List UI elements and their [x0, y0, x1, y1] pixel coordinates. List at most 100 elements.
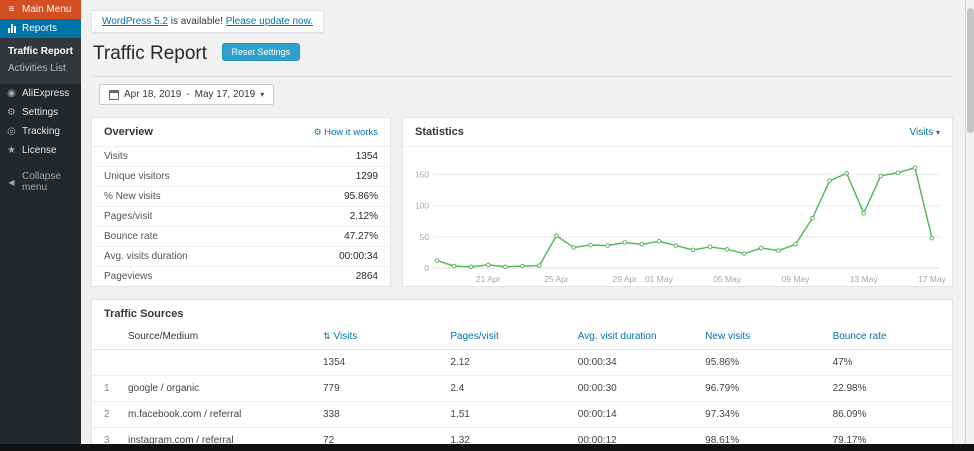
reset-settings-button[interactable]: Reset Settings — [221, 43, 301, 61]
sidebar-subitem-traffic-report[interactable]: Traffic Report — [8, 46, 74, 57]
metric-value: 47.27% — [344, 231, 378, 242]
metric-label: Bounce rate — [104, 231, 158, 242]
sidebar-subitem-activities-list[interactable]: Activities List — [8, 63, 66, 74]
wrench-icon: ⚙ — [7, 107, 16, 118]
date-filter-row: Apr 18, 2019 - May 17, 2019 ▾ — [99, 84, 953, 105]
cell-source — [120, 350, 315, 376]
sidebar-item-license[interactable]: ★ License — [0, 141, 81, 160]
svg-text:09 May: 09 May — [782, 274, 811, 284]
svg-text:01 May: 01 May — [645, 274, 674, 284]
table-row: 3 instagram.com / referral 72 1.32 00:00… — [92, 428, 952, 451]
cell-new-visits: 98.61% — [705, 435, 740, 446]
traffic-sources-header: Traffic Sources — [92, 300, 952, 324]
overview-row: Visits 1354 — [92, 147, 390, 166]
metric-value: 2864 — [355, 271, 378, 282]
table-row: 2 m.facebook.com / referral 338 1.51 00:… — [92, 402, 952, 428]
overview-row: Bounce rate 47.27% — [92, 226, 390, 246]
metric-value: 1299 — [355, 171, 378, 182]
how-it-works-label: How it works — [324, 126, 378, 138]
overview-row: % New visits 95.86% — [92, 186, 390, 206]
col-visits[interactable]: ⇅ Visits — [315, 324, 442, 350]
cell-pages-visit: 2.4 — [450, 383, 465, 394]
table-totals-row: 1354 2.12 00:00:34 95.86% 47% — [92, 350, 952, 376]
sidebar-item-label: License — [22, 145, 57, 156]
svg-text:50: 50 — [420, 232, 430, 242]
overview-rows: Visits 1354 Unique visitors 1299 % New vis… — [92, 147, 390, 286]
metric-value: 95.86% — [344, 191, 378, 202]
traffic-sources-panel: Traffic Sources Source/Medium ⇅ Visits Pa… — [91, 299, 953, 451]
col-pages-visit[interactable]: Pages/visit — [450, 331, 499, 342]
svg-text:21 Apr: 21 Apr — [476, 274, 501, 284]
admin-sidebar: ≡ Main Menu Reports Traffic Report Activ… — [0, 0, 81, 444]
col-label: Visits — [333, 331, 358, 342]
col-source-medium: Source/Medium — [128, 331, 199, 342]
cell-source: m.facebook.com / referral — [128, 409, 242, 420]
table-header-row: Source/Medium ⇅ Visits Pages/visit Avg. v… — [92, 324, 952, 350]
svg-text:150: 150 — [415, 170, 429, 180]
metric-value: 1354 — [355, 151, 378, 162]
sidebar-item-label: Settings — [22, 107, 59, 118]
cell-bounce-rate: 86.09% — [832, 409, 867, 420]
cell-pages-visit: 1.32 — [450, 435, 470, 446]
scrollbar-thumb[interactable] — [967, 8, 974, 133]
cell-visits: 338 — [323, 409, 340, 420]
scrollbar[interactable] — [965, 0, 974, 444]
sidebar-item-main-menu[interactable]: ≡ Main Menu — [0, 0, 81, 19]
sort-icon: ⇅ — [323, 331, 331, 341]
caret-down-icon: ▾ — [935, 127, 940, 137]
overview-row: Pages/visit 2.12% — [92, 206, 390, 226]
page-header: Traffic Report Reset Settings — [93, 43, 953, 77]
how-it-works-link[interactable]: ⚙ How it works — [313, 127, 378, 138]
col-avg-visit-duration[interactable]: Avg. visit duration — [577, 331, 657, 342]
date-range-picker[interactable]: Apr 18, 2019 - May 17, 2019 ▾ — [99, 84, 275, 105]
sidebar-item-aliexpress[interactable]: ◉ AliExpress — [0, 84, 81, 103]
svg-text:17 May: 17 May — [918, 274, 947, 284]
sidebar-item-collapse-menu[interactable]: ◀ Collapse menu — [0, 167, 81, 197]
reports-submenu: Traffic Report Activities List — [0, 38, 81, 84]
svg-text:29 Apr: 29 Apr — [612, 274, 637, 284]
aliexpress-icon: ◉ — [7, 88, 16, 99]
update-notice-text: is available! — [170, 16, 223, 27]
wordpress-version-link[interactable]: WordPress 5.2 — [102, 16, 168, 27]
svg-text:100: 100 — [415, 201, 429, 211]
cell-index — [92, 350, 120, 376]
metric-label: Pages/visit — [104, 211, 153, 222]
cell-new-visits: 97.34% — [705, 409, 740, 420]
sidebar-item-reports[interactable]: Reports — [0, 19, 81, 38]
sidebar-item-label: Main Menu — [22, 4, 72, 15]
col-new-visits[interactable]: New visits — [705, 331, 751, 342]
cell-visits: 72 — [323, 435, 335, 446]
update-now-link[interactable]: Please update now. — [225, 16, 314, 27]
visits-line-chart: 0 50 100 150 21 Apr 25 Apr 29 Apr 01 May 05 May 0… — [405, 149, 950, 291]
sidebar-item-settings[interactable]: ⚙ Settings — [0, 103, 81, 122]
cell-source: google / organic — [128, 383, 200, 394]
calendar-icon — [109, 89, 119, 100]
sidebar-item-label: Reports — [22, 23, 58, 34]
statistics-title: Statistics — [415, 126, 464, 138]
metric-label: Avg. visits duration — [104, 251, 188, 262]
overview-row: Pageviews 2864 — [92, 266, 390, 286]
overview-title: Overview — [104, 126, 153, 138]
col-index — [92, 324, 120, 350]
cell-avg-duration: 00:00:30 — [577, 383, 617, 394]
traffic-sources-table: Source/Medium ⇅ Visits Pages/visit Avg. v… — [92, 324, 952, 451]
svg-text:13 May: 13 May — [850, 274, 879, 284]
metric-label: Unique visitors — [104, 171, 170, 182]
cell-pages-visit: 1.51 — [450, 409, 470, 420]
overview-panel: Overview ⚙ How it works Visits 1354 Uniqu… — [91, 117, 391, 287]
cell-bounce-rate: 47% — [832, 357, 853, 368]
gear-icon: ⚙ — [313, 126, 322, 137]
update-notice: WordPress 5.2 is available! Please updat… — [91, 10, 325, 33]
traffic-sources-title: Traffic Sources — [104, 308, 184, 320]
sidebar-item-label: Tracking — [22, 126, 60, 137]
statistics-panel-header: Statistics Visits ▾ — [403, 118, 952, 147]
metric-value: 2.12% — [349, 211, 378, 222]
cell-new-visits: 96.79% — [705, 383, 740, 394]
metric-selector[interactable]: Visits ▾ — [909, 127, 940, 138]
sidebar-item-tracking[interactable]: ◎ Tracking — [0, 122, 81, 141]
cell-avg-duration: 00:00:14 — [577, 409, 617, 420]
menu-icon: ≡ — [8, 4, 15, 15]
caret-down-icon: ▾ — [260, 90, 265, 99]
table-row: 1 google / organic 779 2.4 00:00:30 96.7… — [92, 376, 952, 402]
col-bounce-rate[interactable]: Bounce rate — [832, 331, 887, 342]
